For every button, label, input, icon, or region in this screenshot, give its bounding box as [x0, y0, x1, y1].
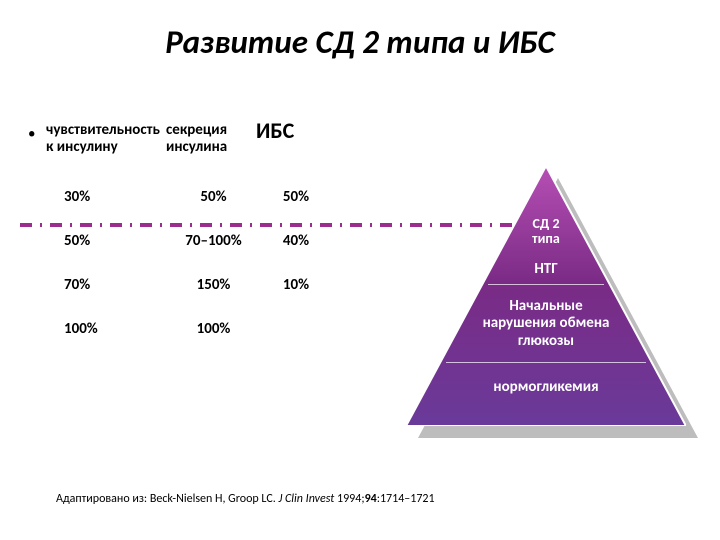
cell: 30% — [46, 188, 161, 206]
table-row: 70%150%10% — [46, 276, 326, 320]
citation-authors: Beck-Nielsen H, Groop LC. — [150, 492, 279, 506]
table-row: 100%100% — [46, 320, 326, 364]
data-table: 30%50%50% 50%70–100%40% 70%150%10% 100%1… — [46, 188, 326, 364]
citation-prefix: Адаптировано из: — [56, 492, 150, 506]
pyramid-separator — [488, 284, 604, 285]
column-headers: чувствительность к инсулину секреция инс… — [46, 122, 316, 157]
col2-header: секреция инсулина — [166, 122, 256, 157]
citation-journal: J Clin Invest — [278, 492, 337, 506]
cell: 100% — [161, 320, 266, 338]
bullet-glyph: • — [28, 125, 35, 143]
pyramid-label-norm: нормогликемия — [406, 378, 686, 396]
cell: 70–100% — [161, 232, 266, 250]
cell: 40% — [266, 232, 326, 250]
pyramid-label-sd2: СД 2 типа — [406, 216, 686, 247]
col1-header: чувствительность к инсулину — [46, 122, 166, 157]
slide-title: Развитие СД 2 типа и ИБС — [0, 22, 720, 62]
col3-header: ИБС — [256, 118, 316, 143]
cell: 10% — [266, 276, 326, 294]
col1-header-line2: к инсулину — [46, 138, 118, 156]
citation-volume: 94 — [365, 492, 377, 506]
cell: 100% — [46, 320, 161, 338]
col1-header-line1: чувствительность — [46, 121, 160, 139]
citation: Адаптировано из: Beck-Nielsen H, Groop L… — [56, 492, 435, 506]
col2-header-line1: секреция — [166, 121, 227, 139]
cell: 50% — [161, 188, 266, 206]
pyramid-label-ntg: НТГ — [406, 260, 686, 278]
pyramid-separator — [446, 362, 646, 363]
pyramid-diagram: СД 2 типа НТГ Начальные нарушения обмена… — [406, 166, 702, 448]
col2-header-line2: инсулина — [166, 138, 227, 156]
table-row: 50%70–100%40% — [46, 232, 326, 276]
cell: 50% — [266, 188, 326, 206]
citation-year: 1994; — [337, 492, 365, 506]
citation-pages: :1714–1721 — [377, 492, 435, 506]
cell: 150% — [161, 276, 266, 294]
pyramid-label-initial: Начальные нарушения обмена глюкозы — [406, 298, 686, 350]
cell: 50% — [46, 232, 161, 250]
cell: 70% — [46, 276, 161, 294]
